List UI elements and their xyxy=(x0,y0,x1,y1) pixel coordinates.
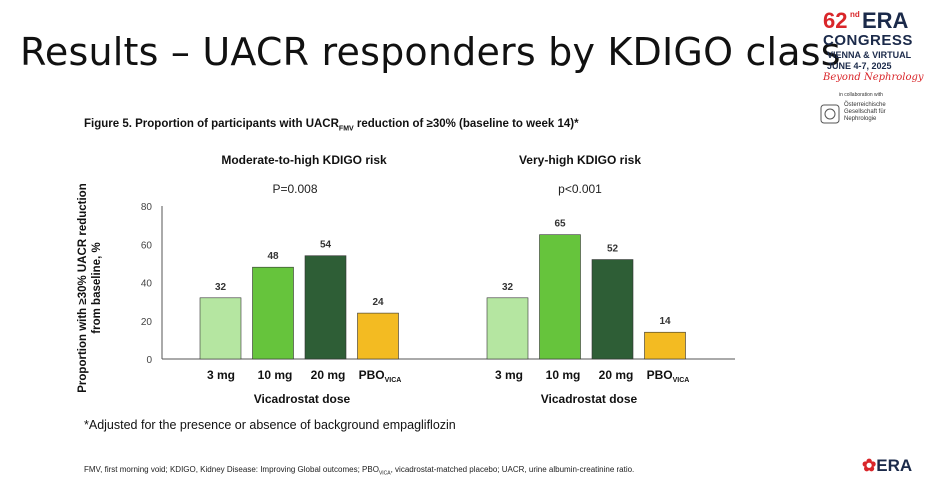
data-label: 54 xyxy=(320,240,332,251)
x-tick-label: 10 mg xyxy=(258,368,293,382)
y-tick-label: 80 xyxy=(141,202,153,213)
caption-suffix: reduction of ≥30% (baseline to week 14)* xyxy=(353,118,579,130)
x-tick-subscript: VICA xyxy=(385,377,402,384)
x-tick-text: 10 mg xyxy=(546,368,581,382)
bar xyxy=(486,297,529,360)
abbrev-subscript: VICA xyxy=(378,470,391,477)
y-tick-label: 60 xyxy=(141,240,153,251)
x-tick-label: 20 mg xyxy=(311,368,346,382)
logo-partner: Österreichische Gesellschaft für Nephrol… xyxy=(844,102,886,122)
footnote: *Adjusted for the presence or absence of… xyxy=(84,418,456,432)
x-axis-title: Vicadrostat dose xyxy=(254,392,351,406)
logo-event: CONGRESS xyxy=(823,32,913,49)
logo-location: VIENNA & VIRTUAL xyxy=(827,50,912,60)
x-tick-label: 3 mg xyxy=(207,368,235,382)
abbrev-part-a: FMV, first morning void; KDIGO, Kidney D… xyxy=(84,465,379,474)
bar xyxy=(644,331,686,360)
data-label: 14 xyxy=(659,316,671,327)
abbreviations: FMV, first morning void; KDIGO, Kidney D… xyxy=(84,465,634,477)
x-tick-label: 10 mg xyxy=(546,368,581,382)
y-tick-label: 40 xyxy=(141,279,153,290)
data-label: 32 xyxy=(215,282,227,293)
logo-ordinal: nd xyxy=(850,10,860,19)
x-tick-text: PBO xyxy=(359,368,385,382)
x-tick-text: 10 mg xyxy=(258,368,293,382)
caption-subscript: FMV xyxy=(338,125,354,133)
x-tick-text: 20 mg xyxy=(311,368,346,382)
era-footer-logo: ✿ERA xyxy=(862,456,912,476)
bar xyxy=(304,255,347,360)
logo-org: ERA xyxy=(862,8,909,33)
x-tick-label: PBOVICA xyxy=(359,368,402,384)
x-tick-label: 3 mg xyxy=(495,368,523,382)
bar xyxy=(357,312,399,360)
era-swirl-icon: ✿ xyxy=(862,456,877,475)
logo-number: 62 xyxy=(823,8,848,33)
bar xyxy=(539,234,581,360)
data-label: 24 xyxy=(372,297,384,308)
logo-tagline: Beyond Nephrology xyxy=(823,72,924,83)
x-axis-title: Vicadrostat dose xyxy=(541,392,638,406)
x-tick-text: 20 mg xyxy=(599,368,634,382)
x-tick-label: PBOVICA xyxy=(647,368,690,384)
bar xyxy=(591,259,634,360)
y-tick-label: 0 xyxy=(146,355,152,366)
ogn-logo-icon xyxy=(820,104,840,124)
figure-caption: Figure 5. Proportion of participants wit… xyxy=(84,118,579,132)
panel-title-moderate: Moderate-to-high KDIGO risk xyxy=(221,153,387,167)
bar xyxy=(252,266,294,360)
data-label: 52 xyxy=(607,244,619,255)
era-footer-label: ERA xyxy=(876,456,913,475)
caption-prefix: Figure 5. Proportion of participants wit… xyxy=(84,118,339,130)
x-tick-subscript: VICA xyxy=(673,377,690,384)
logo-dates: JUNE 4-7, 2025 xyxy=(827,61,892,71)
p-value-moderate: P=0.008 xyxy=(272,182,318,196)
panel-title-very-high: Very-high KDIGO risk xyxy=(518,153,642,167)
x-tick-text: PBO xyxy=(647,368,673,382)
logo-collab: in collaboration with xyxy=(839,92,883,98)
slide-title: Results – UACR responders by KDIGO class xyxy=(20,30,841,74)
p-value-very-high: p<0.001 xyxy=(558,182,602,196)
abbrev-part-b: , vicadrostat-matched placebo; UACR, uri… xyxy=(390,465,635,474)
data-label: 48 xyxy=(267,251,279,262)
data-label: 65 xyxy=(554,219,566,230)
x-tick-label: 20 mg xyxy=(599,368,634,382)
x-tick-text: 3 mg xyxy=(495,368,523,382)
y-tick-label: 20 xyxy=(141,317,153,328)
era-congress-logo: 62 nd ERA CONGRESS VIENNA & VIRTUAL JUNE… xyxy=(815,8,930,128)
x-tick-text: 3 mg xyxy=(207,368,235,382)
data-label: 32 xyxy=(502,282,514,293)
bar xyxy=(199,297,242,360)
